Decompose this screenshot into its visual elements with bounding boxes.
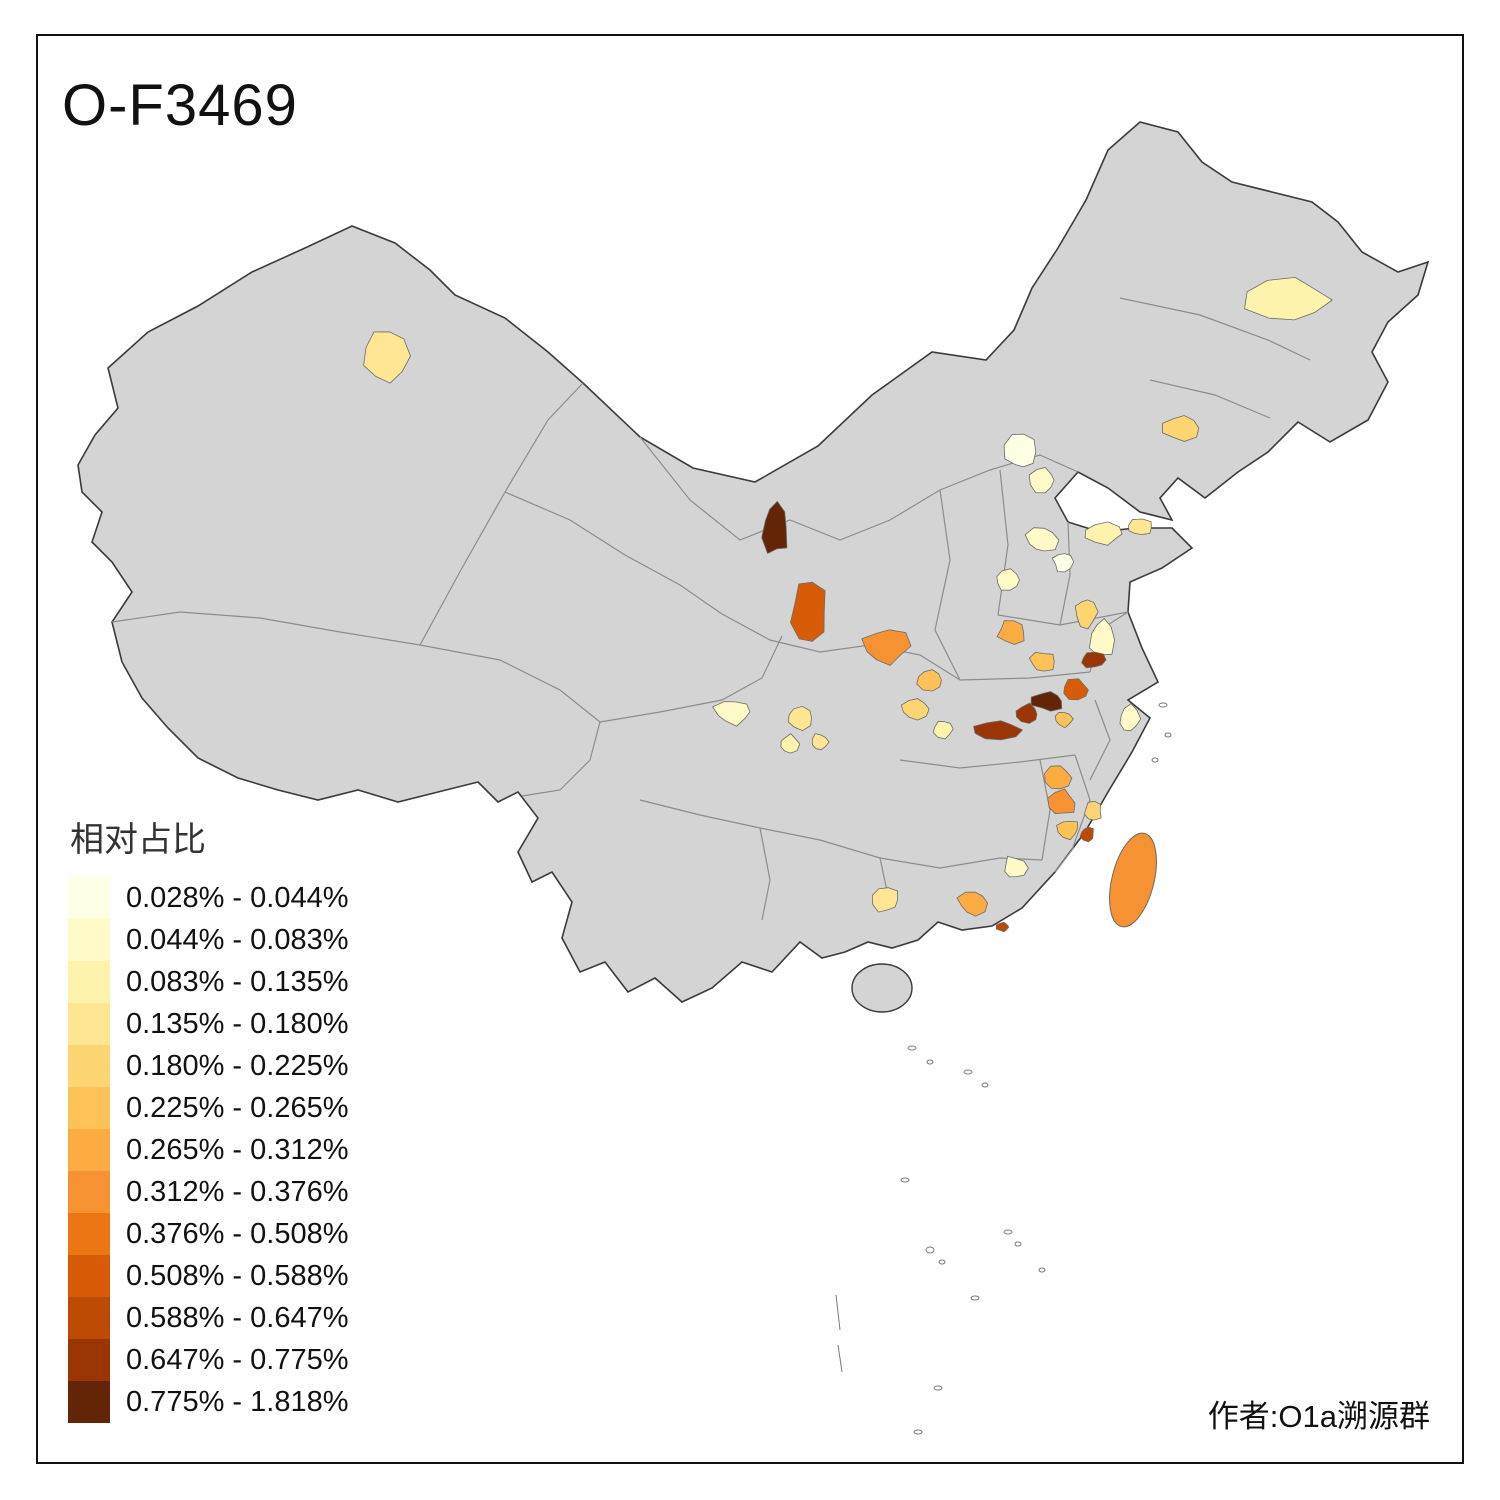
map-region [1024,527,1060,552]
map-region [1128,518,1152,535]
map-region [1015,702,1038,724]
map-region [1004,855,1029,878]
legend-label: 0.044% - 0.083% [126,923,349,956]
map-region [973,720,1024,741]
legend-swatch [68,961,110,1003]
legend-item: 0.083% - 0.135% [68,961,348,1003]
taiwan-island [1109,832,1157,928]
legend-label: 0.028% - 0.044% [126,881,349,914]
page-title: O-F3469 [62,73,298,138]
legend-rows: 0.028% - 0.044% 0.044% - 0.083% 0.083% - 0… [68,877,348,1423]
map-region [932,721,954,740]
map-region [1083,800,1102,821]
map-region [1051,553,1075,573]
map-region [900,698,930,721]
map-region [1119,703,1142,732]
map-region [871,887,898,913]
legend-label: 0.508% - 0.588% [126,1259,349,1292]
legend-item: 0.044% - 0.083% [68,919,348,961]
legend-swatch [68,877,110,919]
legend-label: 0.588% - 0.647% [126,1301,349,1334]
legend-label: 0.225% - 0.265% [126,1091,349,1124]
map-region [916,669,942,692]
legend-item: 0.508% - 0.588% [68,1255,348,1297]
map-region [787,705,812,732]
legend: 相对占比 0.028% - 0.044% 0.044% - 0.083% 0.083… [68,812,348,1423]
mainland-outline [77,121,1430,1003]
map-region [1044,765,1073,790]
map-region [1088,618,1116,656]
legend-label: 0.376% - 0.508% [126,1217,349,1250]
prefecture-regions [363,276,1334,933]
south-china-sea-islands [835,702,1172,1435]
legend-swatch [68,1129,110,1171]
legend-item: 0.312% - 0.376% [68,1171,348,1213]
province-borders [111,297,1311,921]
legend-swatch [68,1003,110,1045]
legend-swatch [68,919,110,961]
map-region [1003,433,1037,468]
map-region [995,921,1010,933]
legend-label: 0.647% - 0.775% [126,1343,349,1376]
map-region [790,581,826,642]
map-region [1244,276,1334,321]
legend-swatch [68,1339,110,1381]
legend-label: 0.775% - 1.818% [126,1385,349,1418]
map-region [1063,678,1089,701]
map-region [363,331,411,384]
map-region [996,568,1020,591]
legend-swatch [68,1045,110,1087]
legend-item: 0.588% - 0.647% [68,1297,348,1339]
legend-item: 0.775% - 1.818% [68,1381,348,1423]
map-region [956,891,988,917]
map-region [1162,415,1200,442]
legend-label: 0.135% - 0.180% [126,1007,349,1040]
map-region [1030,691,1063,712]
map-region [712,701,751,727]
attribution: 作者:O1a溯源群 [1207,1399,1430,1434]
map-region [1047,788,1076,815]
legend-item: 0.180% - 0.225% [68,1045,348,1087]
map-region [1084,521,1123,546]
map-region [780,733,801,754]
map-region [1054,711,1074,729]
legend-label: 0.312% - 0.376% [126,1175,349,1208]
map-region [996,620,1025,645]
legend-item: 0.647% - 0.775% [68,1339,348,1381]
legend-item: 0.028% - 0.044% [68,877,348,919]
legend-item: 0.376% - 0.508% [68,1213,348,1255]
legend-swatch [68,1213,110,1255]
map-region [1081,651,1107,669]
legend-label: 0.265% - 0.312% [126,1133,349,1166]
legend-item: 0.265% - 0.312% [68,1129,348,1171]
map-region [1074,599,1099,630]
legend-swatch [68,1381,110,1423]
hainan-island [851,963,913,1013]
legend-item: 0.135% - 0.180% [68,1003,348,1045]
legend-title: 相对占比 [70,821,206,859]
legend-swatch [68,1297,110,1339]
map-region [761,500,788,555]
legend-item: 0.225% - 0.265% [68,1087,348,1129]
map-region [1028,467,1055,494]
map-region [1079,826,1094,843]
legend-label: 0.180% - 0.225% [126,1049,349,1082]
map-region [1056,820,1078,841]
legend-label: 0.083% - 0.135% [126,965,349,998]
legend-swatch [68,1171,110,1213]
legend-swatch [68,1255,110,1297]
legend-swatch [68,1087,110,1129]
map-region [811,733,830,751]
map-region [1028,651,1055,672]
map-region [861,629,912,666]
